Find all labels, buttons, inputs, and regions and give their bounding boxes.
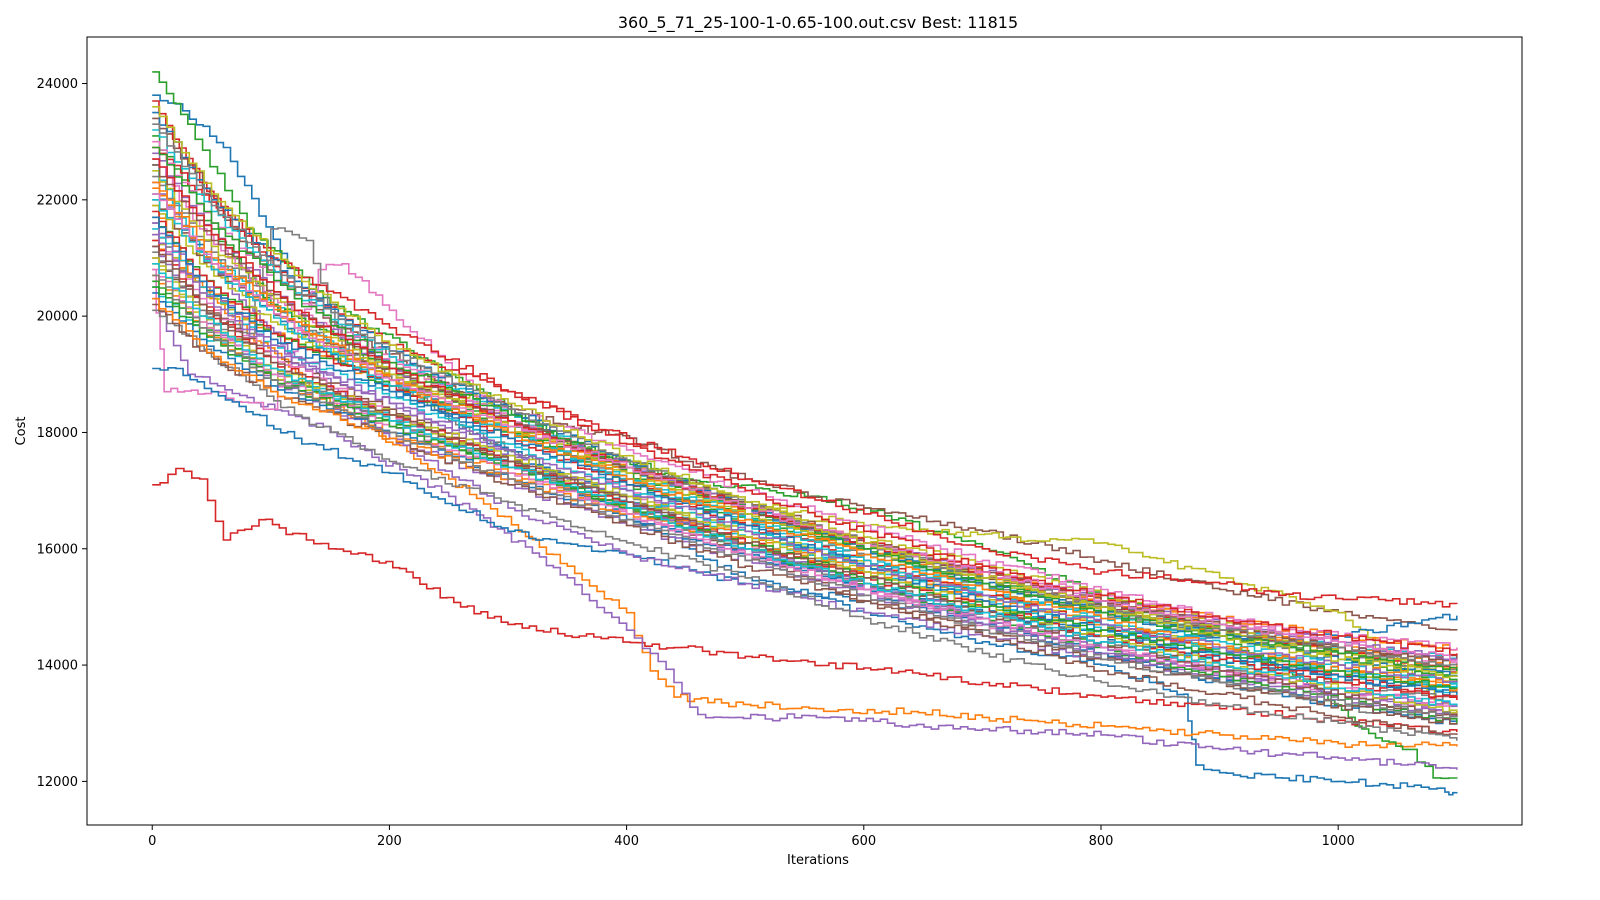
x-tick-label: 1000 [1322, 834, 1355, 849]
y-axis-ticks: 12000 14000 16000 18000 20000 22000 24000 [37, 77, 87, 790]
x-axis-ticks: 0 200 400 600 800 1000 [148, 825, 1355, 849]
x-tick-label: 600 [851, 834, 876, 849]
series-line-55 [152, 233, 1458, 683]
x-axis-label: Iterations [787, 853, 849, 868]
series-line-2 [152, 204, 1458, 749]
x-tick-label: 400 [614, 834, 639, 849]
y-axis-label: Cost [14, 417, 29, 446]
y-tick-label: 18000 [37, 426, 78, 441]
series-line-5 [152, 297, 1458, 770]
series-line-18 [152, 309, 1458, 741]
series-layer [152, 71, 1458, 796]
y-tick-label: 12000 [37, 775, 78, 790]
y-tick-label: 20000 [37, 310, 78, 325]
series-line-4 [152, 467, 1458, 734]
series-line-59 [152, 106, 1458, 679]
y-tick-label: 24000 [37, 77, 78, 92]
series-line-46 [152, 164, 1458, 667]
series-line-16 [152, 257, 1458, 736]
series-line-58 [152, 274, 1458, 719]
y-tick-label: 22000 [37, 193, 78, 208]
series-line-60 [152, 263, 1458, 706]
chart-title: 360_5_71_25-100-1-0.65-100.out.csv Best:… [618, 13, 1018, 33]
series-line-6 [152, 117, 1458, 631]
plot-area-frame [86, 36, 1523, 826]
x-tick-label: 0 [148, 834, 156, 849]
y-tick-label: 14000 [37, 659, 78, 674]
series-line-39 [152, 170, 1458, 674]
series-line-51 [152, 216, 1458, 695]
y-tick-label: 16000 [37, 542, 78, 557]
x-tick-label: 200 [377, 834, 402, 849]
x-tick-label: 800 [1089, 834, 1114, 849]
